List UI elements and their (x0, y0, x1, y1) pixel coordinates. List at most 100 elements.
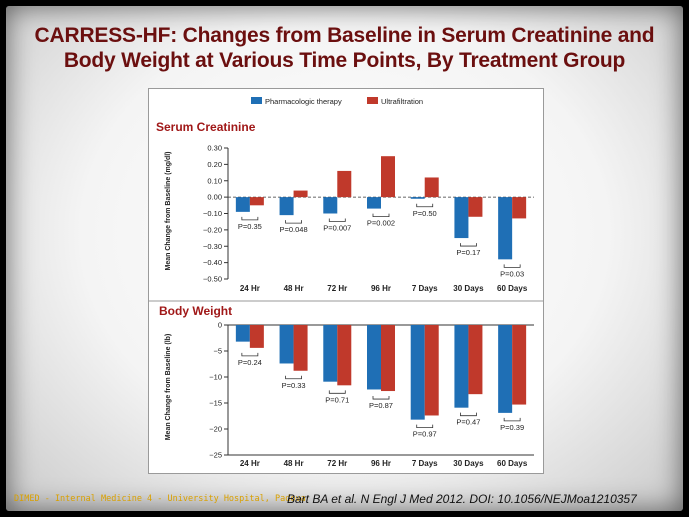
p-value-bracket (372, 213, 390, 217)
bar-ultrafiltration (381, 156, 395, 198)
category-label: 72 Hr (327, 284, 347, 293)
y-tick-label: −0.10 (203, 209, 222, 218)
bar-ultrafiltration (249, 197, 264, 206)
footer-institution: DIMED - Internal Medicine 4 - University… (14, 494, 306, 504)
legend: Pharmacologic therapy Ultrafiltration (251, 97, 423, 106)
category-label: 48 Hr (284, 284, 304, 293)
category-label: 7 Days (412, 459, 438, 468)
creatinine-ylabel: Mean Change from Baseline (mg/dl) (165, 151, 172, 270)
body-weight-title: Body Weight (159, 304, 232, 318)
bar-ultrafiltration (468, 197, 483, 217)
p-value-bracket (416, 424, 434, 429)
category-label: 24 Hr (240, 459, 260, 468)
bar-pharmacologic (410, 197, 425, 199)
p-value-label: P=0.35 (238, 222, 262, 231)
category-label: 96 Hr (371, 459, 391, 468)
bar-pharmacologic (367, 197, 381, 209)
bar-pharmacologic (367, 325, 381, 390)
bar-pharmacologic (498, 325, 513, 413)
bar-ultrafiltration (293, 190, 308, 198)
p-value-label: P=0.17 (456, 248, 480, 257)
bar-pharmacologic (235, 325, 250, 342)
serum-creatinine-title: Serum Creatinine (156, 120, 256, 134)
bar-pharmacologic (279, 325, 294, 364)
bar-pharmacologic (454, 325, 469, 408)
y-tick-label: −20 (209, 425, 222, 434)
bar-pharmacologic (323, 325, 338, 382)
y-tick-label: −5 (213, 347, 222, 356)
y-tick-label: 0.00 (207, 193, 222, 202)
p-value-label: P=0.50 (413, 209, 437, 218)
p-value-bracket (328, 218, 346, 222)
bar-ultrafiltration (249, 325, 264, 348)
weight-ylabel: Mean Change from Baseline (lb) (165, 334, 172, 441)
p-value-label: P=0.33 (282, 381, 306, 390)
category-label: 96 Hr (371, 284, 391, 293)
p-value-bracket (241, 352, 259, 357)
p-value-label: P=0.048 (279, 225, 307, 234)
y-tick-label: −0.30 (203, 242, 222, 251)
legend-label-ultrafiltration: Ultrafiltration (381, 97, 423, 106)
bar-ultrafiltration (424, 325, 439, 416)
y-tick-label: 0.20 (207, 160, 222, 169)
bar-pharmacologic (323, 197, 338, 214)
category-label: 60 Days (497, 284, 528, 293)
chart-panel: Pharmacologic therapy Ultrafiltration Se… (148, 88, 544, 474)
y-tick-label: −10 (209, 373, 222, 382)
bar-pharmacologic (498, 197, 513, 260)
y-tick-label: 0.30 (207, 144, 222, 153)
p-value-label: P=0.03 (500, 269, 524, 278)
p-value-bracket (285, 375, 302, 380)
p-value-label: P=0.87 (369, 401, 393, 410)
legend-swatch-pharmacologic (251, 97, 262, 104)
legend-swatch-ultrafiltration (367, 97, 378, 104)
bar-pharmacologic (410, 325, 425, 420)
chart-svg: Pharmacologic therapy Ultrafiltration Se… (149, 97, 543, 468)
bar-pharmacologic (454, 197, 469, 239)
y-tick-label: 0.10 (207, 176, 222, 185)
p-value-bracket (372, 396, 390, 400)
y-tick-label: −0.20 (203, 225, 222, 234)
category-label: 7 Days (412, 284, 438, 293)
serum-creatinine-chart: 0.30 0.20 0.10 0.00 −0.10 −0.20 −0.30 −0.40 −0.5… (203, 144, 534, 293)
category-label: 30 Days (453, 284, 484, 293)
slide-title-line-2: Body Weight at Various Time Points, By T… (63, 49, 626, 72)
p-value-label: P=0.71 (325, 395, 349, 404)
p-value-label: P=0.24 (238, 358, 262, 367)
p-value-bracket (416, 203, 434, 208)
p-value-bracket (503, 417, 521, 422)
y-tick-label: −0.40 (203, 258, 222, 267)
y-tick-label: 0 (218, 321, 222, 330)
body-weight-chart: 0 −5 −10 −15 −20 −25 24 Hr P=0.24 48 Hr P=0.33 72 … (209, 321, 534, 468)
p-value-bracket (460, 243, 477, 247)
category-label: 30 Days (453, 459, 484, 468)
p-value-bracket (328, 390, 346, 394)
category-label: 60 Days (497, 459, 528, 468)
category-label: 48 Hr (284, 459, 304, 468)
bar-ultrafiltration (424, 177, 439, 198)
bar-ultrafiltration (381, 325, 395, 392)
p-value-bracket (460, 412, 477, 417)
category-label: 24 Hr (240, 284, 260, 293)
bar-ultrafiltration (512, 197, 527, 219)
bar-pharmacologic (235, 197, 250, 212)
p-value-label: P=0.47 (456, 418, 480, 427)
legend-label-pharmacologic: Pharmacologic therapy (265, 97, 342, 106)
p-value-label: P=0.007 (323, 224, 351, 233)
bar-pharmacologic (279, 197, 294, 216)
p-value-bracket (241, 216, 259, 221)
footer-citation: Bart BA et al. N Engl J Med 2012. DOI: 1… (287, 492, 637, 506)
bar-ultrafiltration (337, 325, 352, 386)
p-value-label: P=0.97 (413, 430, 437, 439)
p-value-label: P=0.002 (367, 219, 395, 228)
bar-ultrafiltration (512, 325, 527, 405)
bar-ultrafiltration (468, 325, 483, 395)
bar-ultrafiltration (337, 170, 352, 198)
y-tick-label: −15 (209, 399, 222, 408)
slide-title-line-1: CARRESS-HF: Changes from Baseline in Ser… (34, 24, 655, 47)
y-tick-label: −25 (209, 451, 222, 460)
p-value-bracket (285, 220, 302, 224)
p-value-bracket (503, 264, 521, 268)
p-value-label: P=0.39 (500, 423, 524, 432)
y-tick-label: −0.50 (203, 275, 222, 284)
